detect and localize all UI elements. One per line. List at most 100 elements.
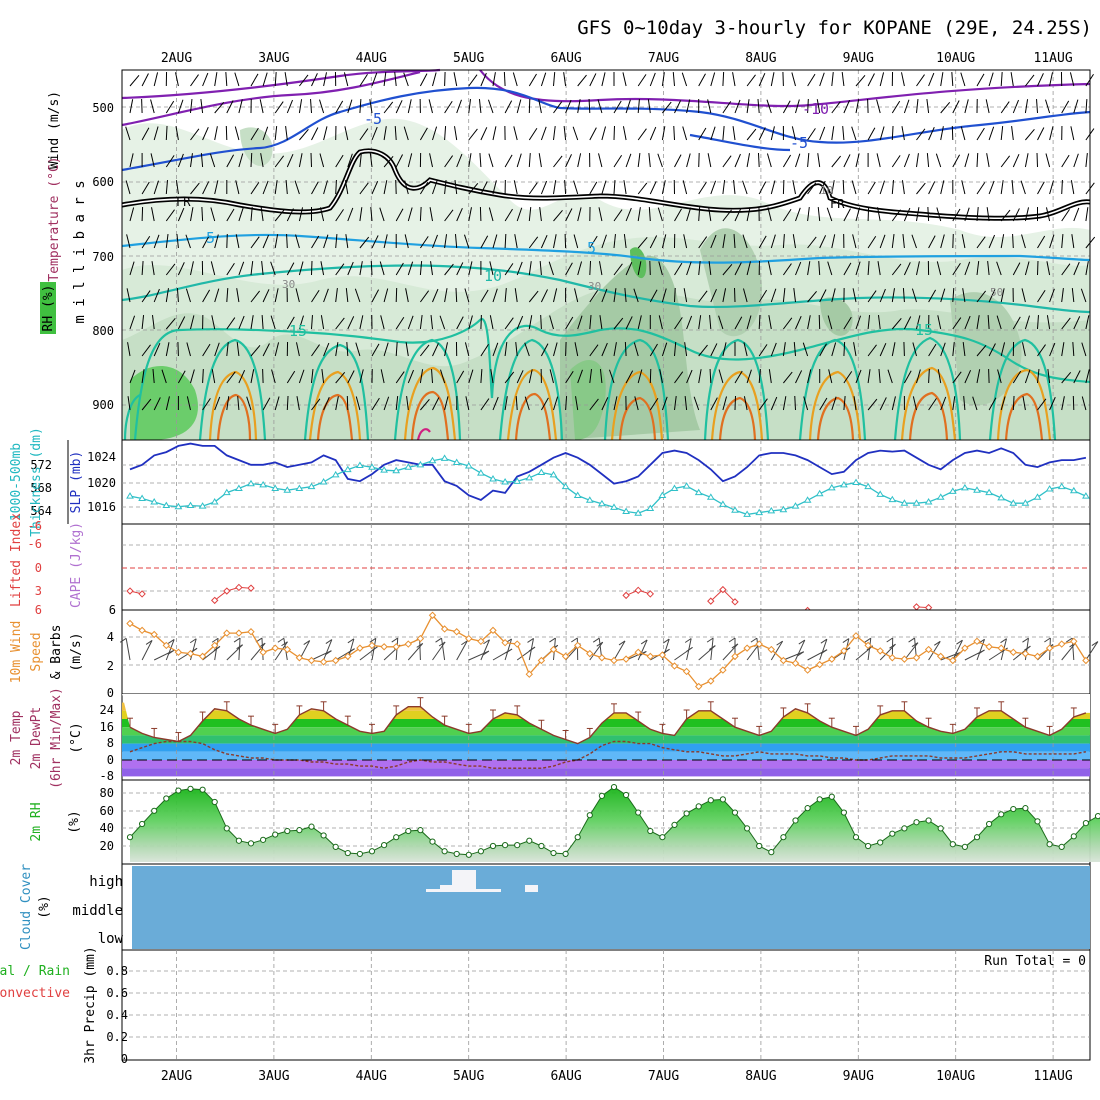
wind-barb-feather xyxy=(956,639,963,645)
wind-speed-point xyxy=(864,641,872,650)
upper-wind-barb xyxy=(165,125,168,141)
upper-wind-barb xyxy=(589,181,598,195)
upper-wind-barb xyxy=(165,155,175,168)
upper-wind-barb xyxy=(335,154,344,168)
upper-wind-barb xyxy=(226,100,234,114)
upper-wind-barb xyxy=(877,261,881,276)
upper-wind-barb xyxy=(589,235,598,249)
upper-wind-barb xyxy=(855,153,860,168)
upper-wind-barb xyxy=(816,99,821,114)
rh-point xyxy=(889,830,896,837)
upper-wind-barb xyxy=(453,72,458,87)
wind-speed-point xyxy=(682,667,691,676)
upper-wind-barb xyxy=(649,289,658,303)
upper-wind-barb xyxy=(274,126,278,141)
upper-wind-barb xyxy=(238,153,244,168)
upper-wind-barb xyxy=(355,342,361,357)
upper-wind-barb xyxy=(419,290,430,303)
upper-wind-barb xyxy=(261,314,264,330)
wind-speed-point xyxy=(610,656,618,665)
lifted-index-point xyxy=(223,587,231,595)
upper-wind-barb xyxy=(758,369,761,384)
upper-wind-barb xyxy=(855,369,862,384)
upper-wind-barb xyxy=(708,207,712,222)
upper-wind-barb xyxy=(577,99,581,114)
wind-speed-point xyxy=(210,641,219,650)
wind-speed-point xyxy=(924,645,933,654)
upper-wind-barb xyxy=(407,99,412,114)
upper-wind-barb xyxy=(528,207,532,222)
upper-wind-barb xyxy=(214,396,221,411)
upper-wind-barb xyxy=(879,397,887,411)
wind-speed-point xyxy=(1045,644,1054,652)
rh-point xyxy=(659,834,666,841)
upper-wind-barb xyxy=(129,369,136,384)
stability-ticks: -6 0 3 6 -6 6 xyxy=(28,519,116,617)
upper-wind-barb xyxy=(464,342,470,357)
upper-wind-barb xyxy=(432,397,440,411)
upper-wind-barb xyxy=(746,153,751,168)
upper-wind-barb xyxy=(513,180,518,195)
rh-point xyxy=(139,820,146,828)
upper-wind-barb xyxy=(274,288,279,303)
upper-wind-barb xyxy=(661,72,665,87)
upper-wind-barb xyxy=(1036,98,1038,114)
rh-point xyxy=(368,848,376,855)
upper-wind-barb xyxy=(1021,288,1026,303)
thickness-point xyxy=(1082,492,1090,499)
upper-wind-barb xyxy=(125,126,131,141)
upper-wind-barb xyxy=(161,369,167,384)
rh-point xyxy=(562,850,569,858)
rh-point xyxy=(1010,805,1017,813)
upper-wind-barb xyxy=(355,396,361,411)
thickness-point xyxy=(356,461,364,468)
upper-wind-barb xyxy=(589,398,599,411)
wind-speed-point xyxy=(307,656,316,665)
upper-wind-barb xyxy=(524,342,530,357)
upper-wind-barb xyxy=(928,398,937,411)
upper-wind-barb xyxy=(601,126,607,141)
upper-wind-barb xyxy=(684,342,688,357)
upper-wind-barb xyxy=(262,72,268,87)
upper-wind-barb xyxy=(492,180,497,195)
upper-wind-barb xyxy=(311,289,320,303)
upper-wind-barb xyxy=(335,288,338,303)
wind-speed-point xyxy=(670,662,679,670)
upper-wind-barb xyxy=(589,73,597,87)
upper-wind-barb xyxy=(742,234,748,249)
upper-wind-barb xyxy=(359,261,363,276)
svg-text:1020: 1020 xyxy=(87,476,116,490)
upper-wind-barb xyxy=(528,152,531,168)
upper-wind-barb xyxy=(250,290,261,303)
upper-wind-barb xyxy=(262,289,270,303)
upper-wind-barb xyxy=(782,100,791,114)
upper-wind-barb xyxy=(961,180,966,195)
upper-wind-barb xyxy=(867,260,870,276)
upper-wind-barb xyxy=(916,99,919,114)
wind-barb-feather xyxy=(1044,637,1051,643)
date-label-top: 11AUG xyxy=(1034,51,1073,66)
wind-barb-feather xyxy=(797,651,805,657)
wind-barb-feather xyxy=(435,637,442,643)
upper-wind-barb xyxy=(286,99,294,114)
wind-barb-feather xyxy=(618,640,626,646)
upper-wind-barb xyxy=(657,153,663,168)
wind-barb xyxy=(770,640,784,661)
upper-wind-barb xyxy=(1061,317,1071,330)
upper-wind-barb xyxy=(622,126,627,141)
upper-wind-barb xyxy=(952,287,955,303)
upper-wind-barb xyxy=(432,180,438,195)
rh2m-panel: 80 60 40 20 2m RH (%) xyxy=(29,779,1100,865)
upper-wind-barb xyxy=(259,99,264,114)
upper-wind-barb xyxy=(190,182,200,195)
upper-wind-barb xyxy=(637,182,648,195)
upper-wind-barb xyxy=(405,288,409,303)
upper-wind-barb xyxy=(347,99,353,114)
upper-wind-barb xyxy=(940,101,951,114)
upper-wind-barb xyxy=(176,287,179,303)
rh-point xyxy=(393,834,400,841)
upper-wind-barb xyxy=(369,99,373,114)
wind-barb-feather xyxy=(1065,637,1073,643)
thickness-point xyxy=(319,477,328,485)
upper-air-y-ticks: 500 600 700 800 900 xyxy=(92,101,114,412)
